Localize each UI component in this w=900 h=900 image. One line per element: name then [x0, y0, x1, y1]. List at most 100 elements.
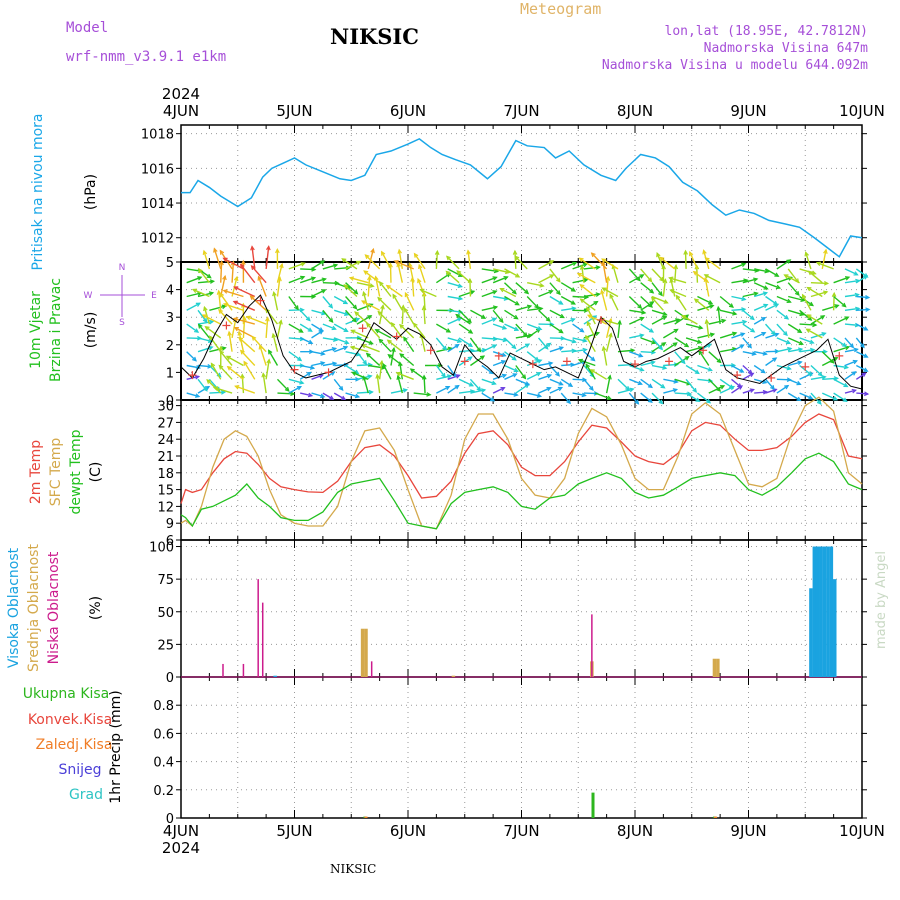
- wind-arrow-head: [492, 305, 499, 310]
- year-label-top: 2024: [162, 85, 200, 103]
- wind-arrow-head: [232, 300, 238, 305]
- wind-arrow-head: [849, 343, 855, 349]
- wind-arrow: [276, 320, 282, 339]
- precip-bar-total_precip: [591, 792, 595, 818]
- wind-arrow-head: [582, 377, 588, 383]
- wind-arrow-head: [467, 342, 474, 348]
- wind-arrow-head: [761, 317, 767, 322]
- wind-arrow: [299, 309, 311, 321]
- wind-arrow: [776, 385, 789, 394]
- wind-arrow-head: [352, 304, 358, 310]
- wind-arrow-head: [491, 380, 497, 386]
- wind-arrow-head: [656, 251, 661, 258]
- wind-arrow: [238, 331, 245, 352]
- wind-arrow-head: [716, 358, 722, 364]
- wind-arrow-head: [786, 365, 792, 371]
- wind-arrow-head: [368, 389, 374, 395]
- wind-arrow-head: [672, 342, 678, 347]
- cloud-bar-mid_cloud: [712, 658, 717, 677]
- wind-arrow: [192, 288, 210, 298]
- wind-arrow-head: [595, 292, 601, 297]
- wind-arrow: [436, 385, 450, 394]
- wind-arrow: [445, 270, 460, 284]
- precip-bar-frozen_precip: [714, 816, 718, 818]
- wind-arrow: [213, 386, 233, 394]
- wind-arrow: [447, 317, 462, 325]
- wind-arrow-head: [834, 304, 840, 309]
- wind-arrow: [492, 323, 507, 330]
- wind-arrow: [674, 337, 689, 348]
- wind-arrow-head: [537, 326, 543, 331]
- wind-arrow: [481, 290, 497, 298]
- wind-arrow: [805, 252, 812, 270]
- wind-arrow-head: [534, 356, 540, 362]
- wind-arrow-head: [694, 369, 700, 375]
- wind-arrow: [717, 307, 721, 325]
- wind-arrow: [515, 343, 530, 353]
- wind-arrow: [549, 323, 564, 334]
- cloud-bar-mid_cloud: [360, 628, 365, 677]
- cloud-bar-low_cloud: [257, 579, 259, 677]
- wind-arrow: [705, 320, 710, 338]
- y-tick-label: 1016: [141, 162, 174, 177]
- wind-arrow: [705, 257, 721, 270]
- wind-arrow-head: [582, 347, 588, 353]
- wind-arrow: [390, 389, 407, 394]
- wind-arrow-head: [404, 291, 410, 298]
- wind-arrow-head: [770, 385, 775, 391]
- wind-arrow-head: [548, 361, 554, 366]
- wind-arrow-head: [763, 303, 769, 309]
- wind-arrow: [311, 392, 325, 398]
- wind-arrow-head: [395, 371, 401, 377]
- wind-arrow: [832, 293, 835, 311]
- wind-arrow: [198, 324, 210, 339]
- wind-arrow-head: [195, 393, 201, 398]
- wind-arrow: [311, 278, 326, 284]
- wind-arrow-head: [600, 289, 605, 295]
- wind-arrow: [629, 378, 642, 385]
- wind-arrow-head: [820, 315, 826, 320]
- wind-arrow: [392, 294, 403, 311]
- wind-arrow: [288, 276, 305, 284]
- wind-arrow: [628, 268, 641, 282]
- wind-arrow: [218, 365, 233, 380]
- wind-arrow-head: [785, 339, 792, 345]
- wind-arrow-head: [555, 371, 561, 377]
- wind-arrow-head: [297, 356, 303, 362]
- wind-arrow-head: [479, 355, 486, 360]
- wind-arrow-head: [787, 346, 793, 352]
- wind-arrow-head: [658, 345, 664, 351]
- cloud-bar-low_cloud: [370, 661, 373, 677]
- model-elevation-info: Nadmorska Visina u modelu 644.092m: [601, 58, 868, 73]
- wind-arrow-head: [220, 390, 227, 395]
- wind-arrow: [447, 268, 463, 277]
- wind-arrow-head: [408, 262, 413, 268]
- wind-arrow: [765, 388, 777, 394]
- wind-arrow-head: [396, 261, 401, 268]
- wind-arrow: [810, 364, 823, 377]
- wind-arrow: [259, 345, 267, 366]
- wind-arrow: [844, 337, 854, 348]
- wind-arrow-head: [637, 304, 643, 310]
- wind-arrow-head: [841, 302, 847, 308]
- wind-arrow: [651, 282, 663, 296]
- wind-arrow: [447, 385, 460, 394]
- wind-arrow: [515, 305, 532, 311]
- wind-arrow: [351, 329, 369, 339]
- precip-bar-frozen_precip: [364, 816, 368, 818]
- wind-arrow-head: [306, 371, 312, 377]
- wind-arrow: [549, 346, 564, 353]
- wind-arrow: [481, 268, 498, 273]
- wind-arrow-head: [456, 270, 462, 275]
- wind-arrow-head: [704, 257, 710, 262]
- wind-marker: [256, 296, 265, 305]
- wind-arrow: [708, 319, 726, 325]
- wind-arrow-head: [630, 348, 636, 353]
- wind-arrow: [697, 364, 712, 372]
- wind-arrow: [411, 277, 415, 297]
- wind-arrow-head: [367, 374, 373, 379]
- wind-arrow-head: [356, 260, 362, 266]
- wind-arrow: [257, 276, 267, 297]
- wind-arrow-head: [512, 373, 518, 378]
- wind-arrow: [663, 318, 680, 325]
